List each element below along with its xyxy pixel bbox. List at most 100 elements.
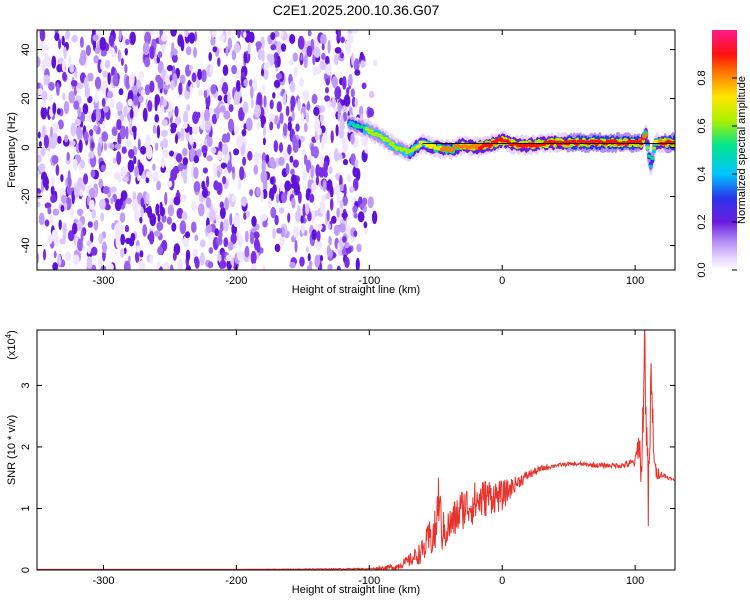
noise-blob (301, 148, 307, 156)
noise-blob (227, 118, 235, 133)
noise-blob (367, 107, 374, 118)
noise-blob (346, 87, 350, 96)
noise-blob (342, 236, 347, 243)
y-tick-label: -20 (20, 189, 32, 205)
noise-blob (209, 209, 216, 223)
noise-blob (302, 89, 310, 101)
noise-blob (203, 90, 208, 99)
noise-blob (68, 90, 75, 104)
noise-blob (219, 34, 226, 42)
noise-blob (284, 180, 292, 192)
noise-blob (290, 168, 295, 176)
noise-blob (276, 227, 282, 234)
noise-blob (54, 32, 60, 41)
noise-blob (109, 143, 115, 150)
noise-blob (342, 76, 347, 90)
noise-blob (164, 72, 170, 86)
noise-blob (340, 36, 345, 44)
trace-cell (637, 139, 642, 143)
x-tick-label: -100 (358, 275, 380, 287)
noise-blob (51, 55, 57, 69)
noise-blob (111, 50, 116, 58)
noise-blob (177, 259, 183, 270)
y-tick-label: 3 (20, 382, 32, 388)
noise-blob (48, 94, 53, 102)
noise-blob (341, 212, 348, 219)
noise-blob (243, 212, 247, 220)
noise-blob (321, 43, 325, 51)
noise-blob (166, 216, 172, 225)
noise-blob (223, 218, 229, 232)
noise-blob (119, 212, 126, 223)
noise-blob (282, 92, 287, 106)
noise-blob (201, 69, 207, 83)
noise-blob (182, 122, 188, 129)
noise-blob (312, 54, 316, 66)
noise-blob (289, 261, 296, 269)
noise-blob (91, 264, 97, 270)
noise-blob (197, 68, 203, 81)
noise-blob (325, 63, 332, 76)
noise-blob (364, 147, 369, 154)
noise-blob (233, 214, 240, 228)
noise-blob (145, 192, 150, 205)
noise-blob (290, 95, 296, 109)
noise-blob (47, 207, 52, 215)
noise-blob (160, 129, 168, 138)
noise-blob (240, 196, 248, 207)
noise-blob (74, 184, 81, 199)
noise-blob (266, 53, 272, 62)
noise-blob (209, 63, 213, 76)
noise-blob (287, 144, 292, 155)
y-tick-label: 0 (20, 144, 32, 150)
noise-blob (229, 213, 233, 226)
noise-blob (210, 84, 217, 95)
noise-blob (139, 71, 145, 79)
noise-blob (260, 115, 267, 125)
noise-blob (139, 216, 143, 224)
noise-blob (193, 256, 199, 265)
noise-blob (157, 77, 164, 90)
noise-blob (101, 131, 109, 142)
noise-blob (72, 254, 80, 265)
colorbar: 0.0 0.2 0.4 0.6 0.8 Normalized spectral ampl… (696, 30, 748, 278)
noise-blob (273, 79, 281, 88)
noise-blob (74, 118, 81, 127)
noise-blob (63, 46, 67, 60)
noise-blob (110, 98, 115, 109)
noise-blob (141, 89, 146, 96)
noise-blob (354, 159, 359, 169)
noise-blob (342, 159, 349, 166)
noise-blob (243, 51, 248, 63)
noise-blob (89, 129, 94, 137)
noise-blob (315, 239, 322, 250)
noise-blob (42, 175, 49, 188)
noise-blob (270, 44, 277, 51)
noise-blob (323, 160, 328, 173)
noise-blob (363, 221, 368, 229)
noise-blob (235, 69, 240, 79)
noise-blob (117, 49, 122, 62)
noise-blob (100, 50, 107, 57)
noise-blob (320, 33, 327, 45)
noise-blob (86, 240, 92, 247)
noise-blob (87, 109, 93, 123)
noise-blob (90, 246, 98, 256)
noise-blob (193, 166, 199, 179)
noise-blob (174, 133, 179, 144)
noise-blob (189, 126, 193, 136)
noise-blob (72, 158, 78, 171)
noise-blob (222, 82, 229, 95)
noise-blob (276, 55, 281, 68)
noise-blob (155, 142, 159, 151)
noise-blob (294, 240, 298, 253)
noise-blob (325, 87, 329, 94)
noise-blob (219, 206, 226, 219)
noise-blob (80, 230, 84, 243)
noise-blob (303, 55, 308, 69)
noise-blob (102, 70, 109, 78)
noise-blob (300, 112, 305, 124)
noise-blob (37, 252, 40, 264)
noise-blob (217, 170, 221, 178)
noise-blob (156, 125, 161, 139)
